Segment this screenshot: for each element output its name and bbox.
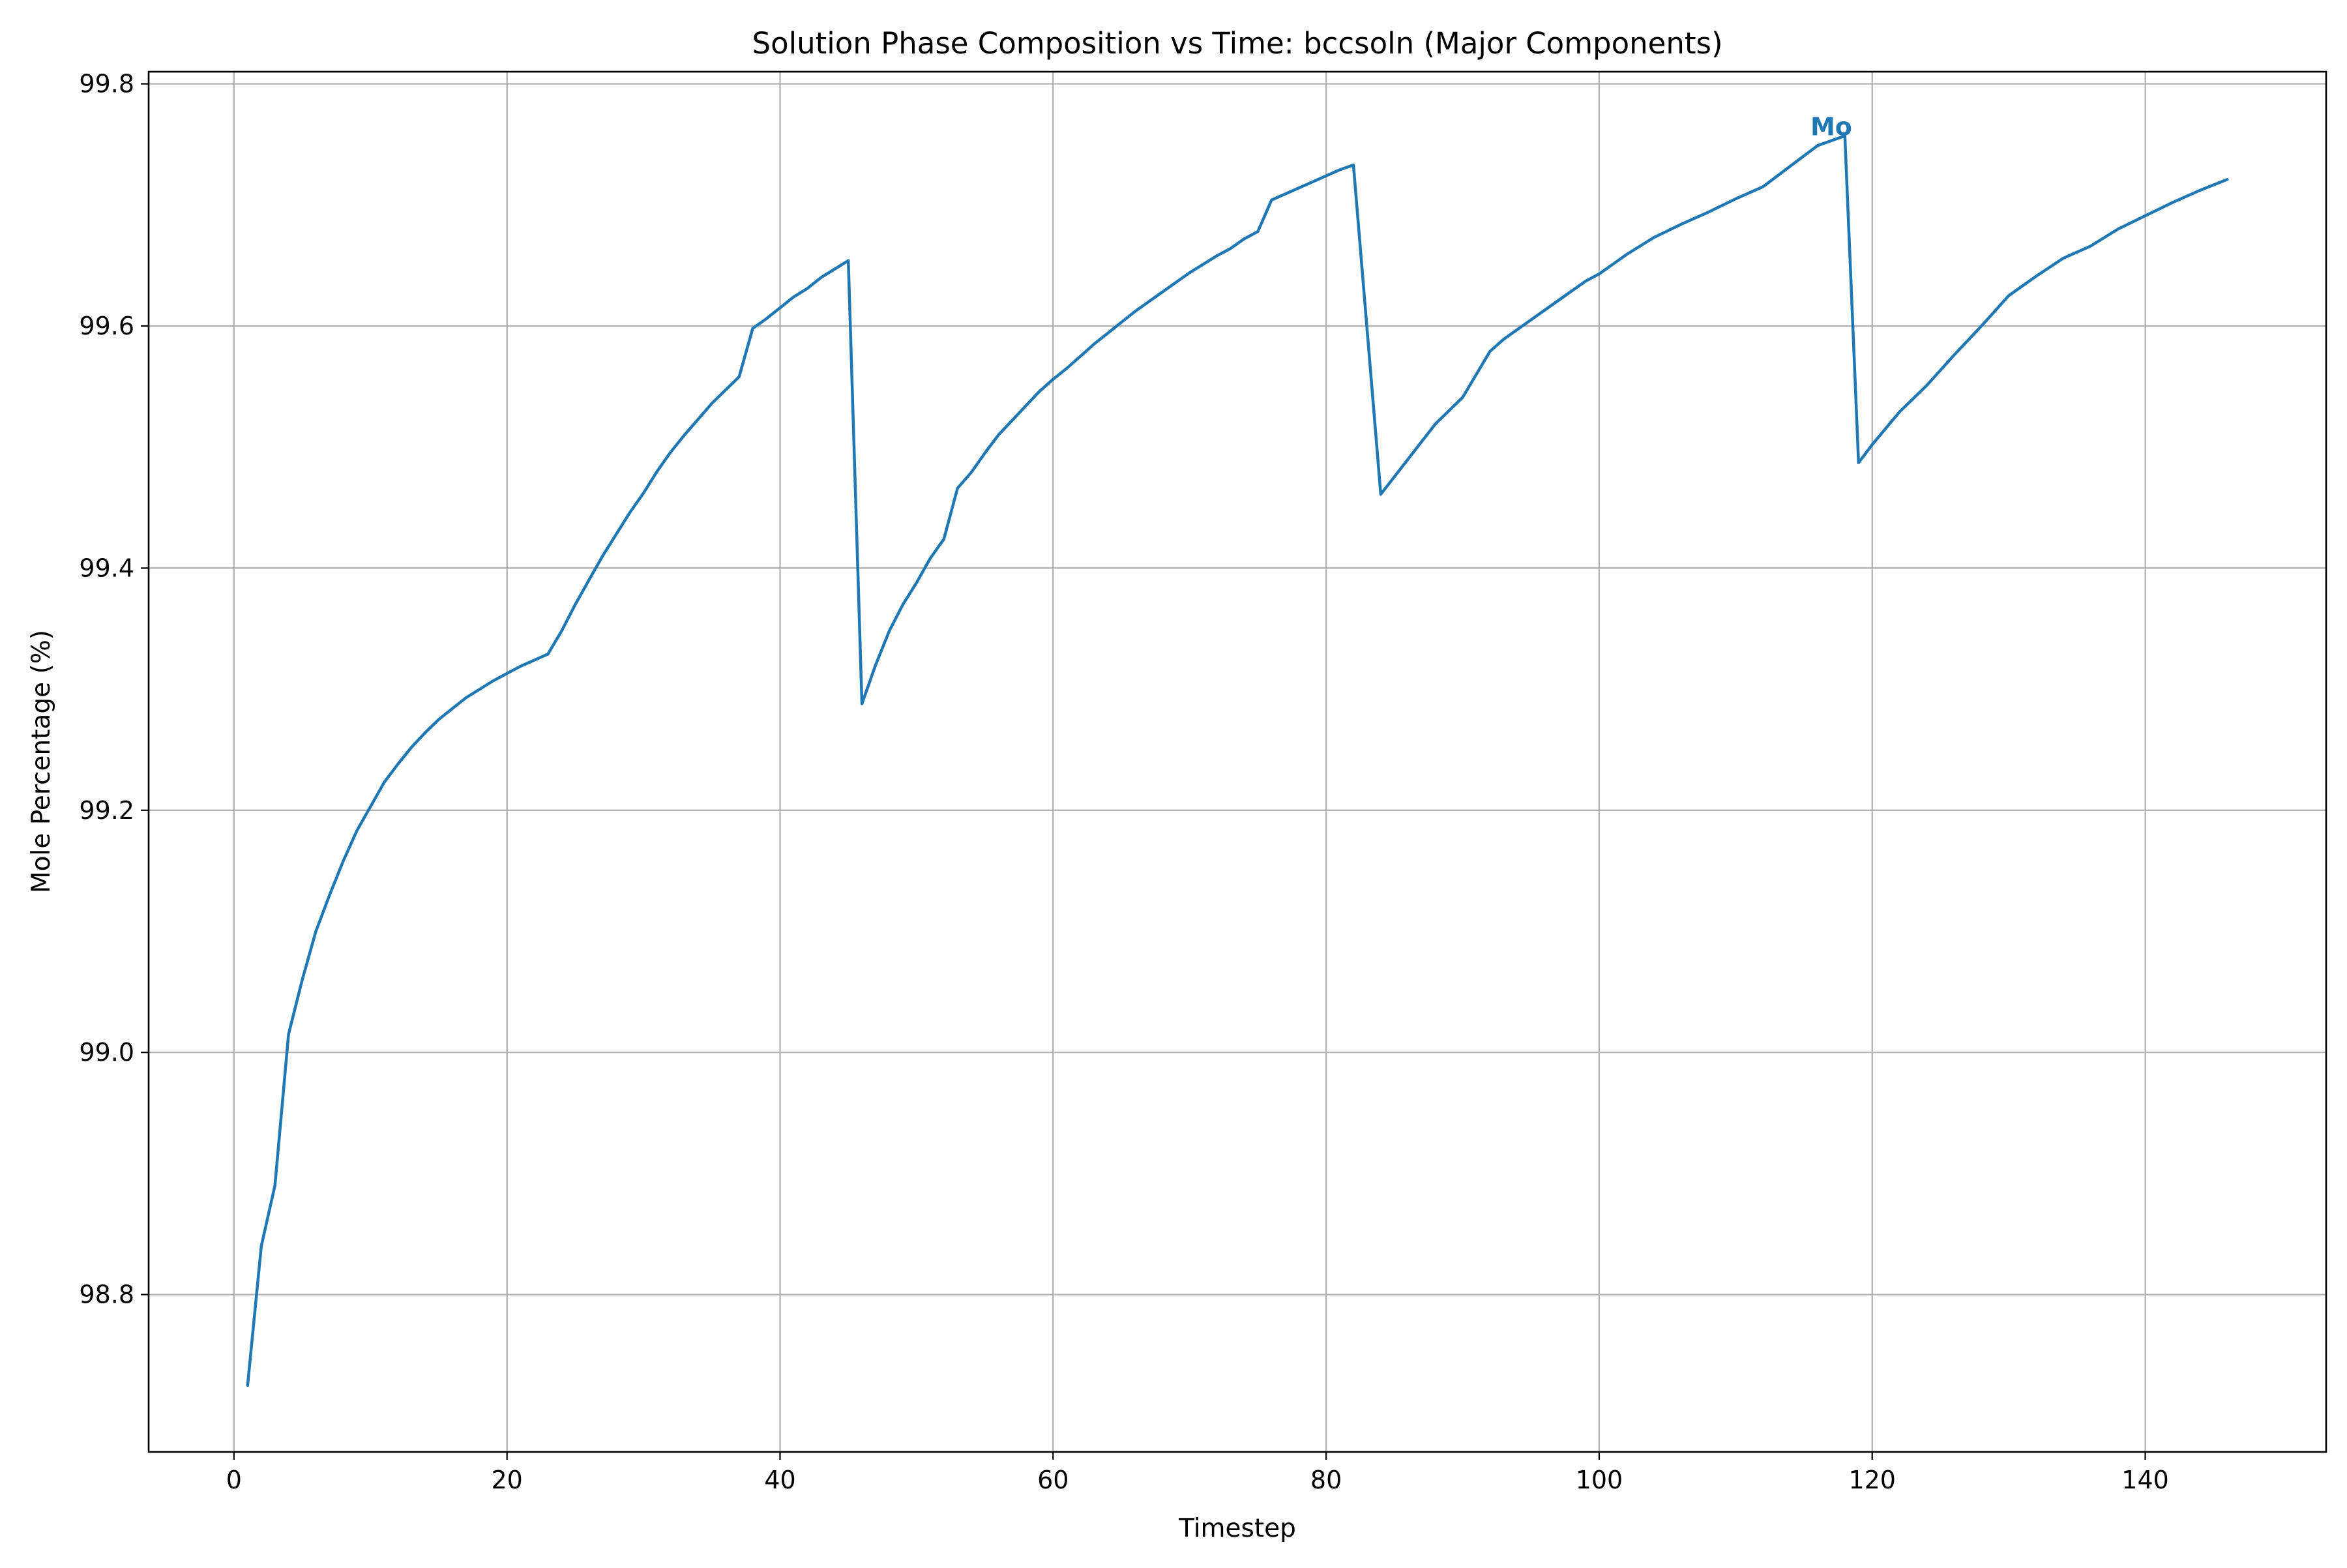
y-tick-label: 99.4 xyxy=(79,554,134,582)
x-tick-label: 100 xyxy=(1576,1466,1623,1494)
x-tick-label: 60 xyxy=(1037,1466,1069,1494)
x-tick-label: 40 xyxy=(764,1466,795,1494)
x-tick-label: 120 xyxy=(1848,1466,1896,1494)
x-tick-label: 0 xyxy=(226,1466,242,1494)
y-tick-label: 99.2 xyxy=(79,796,134,825)
annotations: Mo xyxy=(1810,113,1852,141)
x-axis-label: Timestep xyxy=(1178,1514,1296,1543)
y-axis-label: Mole Percentage (%) xyxy=(27,630,56,893)
y-tick-label: 98.8 xyxy=(79,1280,134,1309)
chart-title: Solution Phase Composition vs Time: bccs… xyxy=(752,26,1723,61)
y-tick-label: 99.8 xyxy=(79,70,134,98)
x-tick-label: 80 xyxy=(1310,1466,1342,1494)
series-label-annotation: Mo xyxy=(1810,113,1852,141)
y-tick-label: 99.0 xyxy=(79,1038,134,1067)
x-tick-label: 20 xyxy=(492,1466,523,1494)
y-tick-label: 99.6 xyxy=(79,312,134,340)
x-tick-label: 140 xyxy=(2121,1466,2169,1494)
